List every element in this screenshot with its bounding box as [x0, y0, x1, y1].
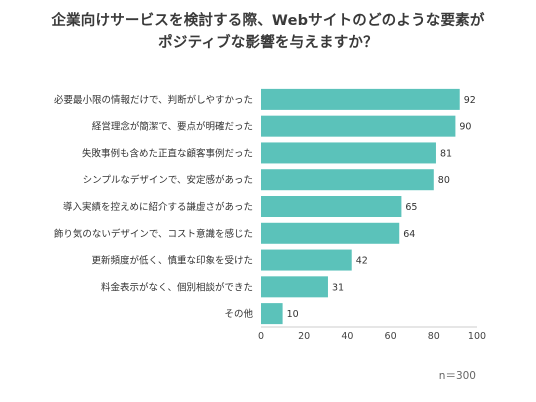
data-label: 10	[287, 309, 299, 320]
sample-size-note: n＝300	[438, 370, 476, 382]
bar	[261, 169, 434, 191]
data-label: 90	[459, 122, 471, 133]
x-tick-label: 100	[468, 331, 486, 342]
x-tick-label: 80	[428, 331, 440, 342]
category-label: 料金表示がなく、個別相談ができた	[101, 281, 253, 293]
bar	[261, 88, 460, 110]
category-label: 失敗事例も含めた正直な顧客事例だった	[82, 147, 253, 159]
data-label: 80	[438, 175, 450, 186]
category-label: 導入実績を控えめに紹介する謙虚さがあった	[63, 201, 253, 213]
x-tick-label: 40	[341, 331, 353, 342]
data-label: 65	[405, 202, 417, 213]
bar	[261, 276, 328, 298]
category-label: 必要最小限の情報だけで、判断がしやすかった	[54, 94, 253, 106]
bar	[261, 142, 436, 164]
category-label: 経営理念が簡潔で、要点が明確だった	[92, 121, 253, 133]
chart-title-line-1: 企業向けサービスを検討する際、Webサイトのどのような要素が	[51, 13, 485, 29]
category-label: 飾り気のないデザインで、コスト意識を感じた	[54, 228, 253, 240]
bar	[261, 222, 400, 244]
chart-title-line-2: ポジティブな影響を与えますか？	[158, 35, 378, 51]
category-label: その他	[224, 308, 253, 320]
bar	[261, 196, 402, 217]
x-tick-label: 0	[258, 331, 264, 342]
data-label: 64	[403, 229, 415, 240]
data-label: 42	[356, 256, 368, 267]
x-tick-label: 20	[298, 331, 310, 342]
data-label: 81	[440, 148, 452, 159]
x-tick-label: 60	[385, 331, 397, 342]
bar	[261, 115, 456, 137]
bar	[261, 303, 283, 325]
data-label: 92	[464, 95, 476, 106]
category-label: シンプルなデザインで、安定感があった	[83, 174, 253, 186]
data-label: 31	[332, 282, 344, 293]
category-label: 更新頻度が低く、慎重な印象を受けた	[91, 255, 253, 267]
bar	[261, 249, 352, 271]
